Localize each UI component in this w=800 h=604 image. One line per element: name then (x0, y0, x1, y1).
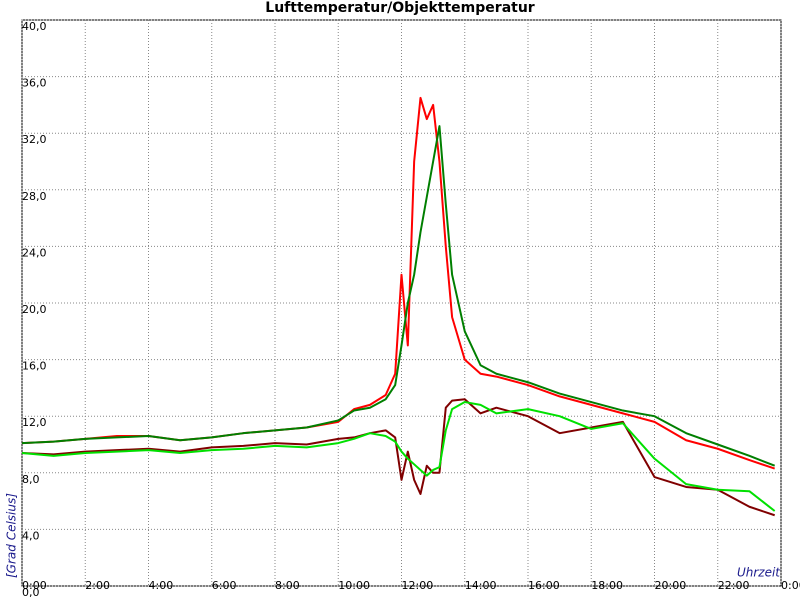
y-tick-label: 24,0 (22, 246, 47, 259)
data-line (21, 96, 775, 470)
data-line (21, 401, 776, 512)
x-tick-label: 16:00 (528, 579, 560, 592)
x-tick-label: 2:00 (85, 579, 110, 592)
chart-title: Lufttemperatur/Objekttemperatur (265, 0, 535, 16)
x-tick-label: 10:00 (338, 579, 370, 592)
x-axis-title: Uhrzeit (737, 566, 781, 580)
y-tick-label: 0,0 (22, 586, 40, 599)
y-tick-label: 4,0 (22, 529, 40, 542)
data-line (21, 398, 775, 517)
x-tick-label: 4:00 (149, 579, 174, 592)
y-tick-label: 40,0 (22, 20, 47, 33)
y-tick-label: 36,0 (22, 77, 47, 90)
y-tick-label: 8,0 (22, 473, 40, 486)
y-axis-title: [Grad Celsius] (5, 493, 19, 578)
y-tick-label: 12,0 (22, 416, 47, 429)
x-tick-label: 20:00 (655, 579, 687, 592)
x-tick-label: 0:00 (781, 579, 800, 592)
x-tick-label: 18:00 (591, 579, 623, 592)
x-tick-label: 6:00 (212, 579, 237, 592)
x-tick-label: 12:00 (402, 579, 434, 592)
y-tick-label: 32,0 (22, 133, 47, 146)
y-tick-label: 20,0 (22, 303, 47, 316)
x-tick-label: 22:00 (718, 579, 750, 592)
y-tick-label: 16,0 (22, 360, 47, 373)
x-tick-label: 14:00 (465, 579, 497, 592)
y-tick-label: 28,0 (22, 190, 47, 203)
x-tick-label: 0:00 (22, 579, 47, 592)
x-tick-label: 8:00 (275, 579, 300, 592)
data-line (21, 125, 776, 467)
